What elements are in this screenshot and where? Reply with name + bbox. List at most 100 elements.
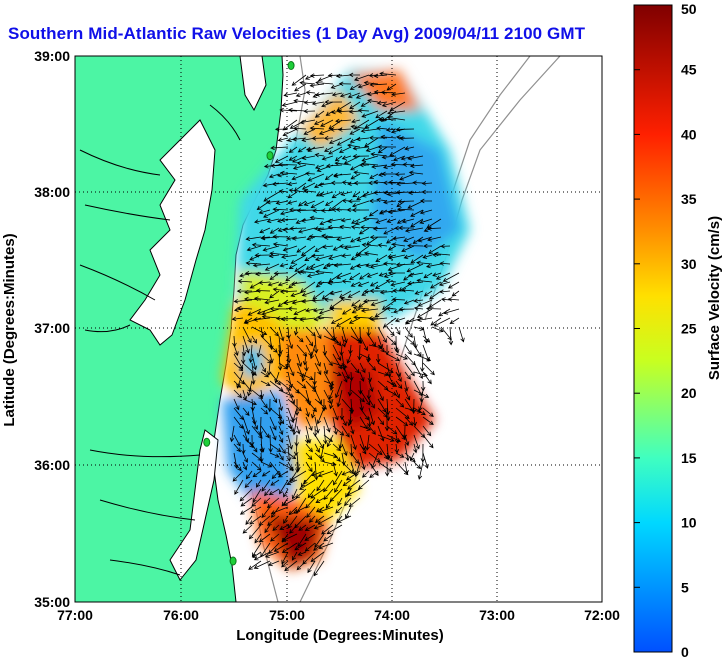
velocity-arrow	[375, 110, 388, 119]
velocity-arrow	[293, 326, 299, 336]
velocity-arrow	[404, 335, 415, 346]
velocity-arrow	[303, 108, 316, 114]
colorbar-tick-label: 5	[681, 579, 689, 595]
velocity-arrow	[404, 227, 424, 233]
velocity-arrow	[313, 335, 319, 354]
velocity-arrow	[336, 236, 352, 242]
velocity-arrow	[287, 306, 298, 311]
velocity-arrow	[352, 305, 370, 311]
velocity-arrow	[251, 542, 262, 558]
plot-frame	[74, 55, 603, 603]
velocity-arrow	[299, 479, 316, 490]
velocity-arrow	[246, 245, 262, 252]
velocity-arrow	[236, 305, 253, 311]
velocity-arrow	[349, 83, 361, 90]
velocity-arrow	[376, 126, 388, 131]
map-title: Southern Mid-Atlantic Raw Velocities (1 …	[8, 24, 586, 43]
velocity-arrow	[381, 154, 397, 160]
velocity-arrow	[254, 253, 271, 258]
velocity-arrow	[438, 308, 451, 317]
velocity-arrow	[359, 443, 367, 455]
velocity-arrow	[386, 353, 400, 361]
velocity-arrow	[262, 182, 280, 188]
velocity-arrow	[332, 416, 338, 435]
velocity-arrow	[268, 253, 280, 259]
velocity-arrow	[413, 434, 420, 450]
velocity-arrow	[332, 407, 339, 421]
velocity-arrow	[241, 344, 247, 357]
velocity-arrow	[269, 227, 280, 234]
velocity-arrow	[341, 279, 352, 284]
velocity-arrow	[403, 272, 415, 281]
velocity-arrow	[403, 236, 415, 242]
velocity-arrow	[332, 371, 342, 377]
velocity-arrow	[348, 344, 353, 355]
velocity-arrow	[387, 209, 406, 215]
velocity-arrow	[321, 524, 334, 535]
velocity-arrow	[323, 425, 328, 445]
velocity-arrow	[333, 263, 352, 268]
velocity-arrow	[350, 173, 361, 180]
velocity-arrow	[242, 524, 253, 534]
velocity-arrow	[368, 209, 379, 217]
velocity-arrow	[422, 416, 434, 425]
velocity-arrow	[296, 208, 316, 213]
velocity-arrow	[363, 80, 379, 86]
velocity-arrow	[356, 263, 370, 268]
velocity-arrow	[292, 136, 307, 142]
velocity-arrow	[301, 290, 316, 297]
velocity-arrow	[287, 398, 302, 412]
velocity-arrow	[413, 389, 430, 398]
velocity-arrow	[350, 362, 360, 374]
velocity-arrow	[375, 218, 388, 224]
velocity-arrow	[394, 171, 406, 177]
velocity-arrow	[423, 272, 433, 279]
velocity-arrow	[351, 200, 370, 208]
velocity-arrow	[255, 271, 271, 277]
velocity-arrow	[291, 173, 307, 181]
velocity-arrow	[387, 270, 406, 276]
velocity-arrow	[269, 290, 280, 299]
velocity-arrow	[315, 191, 325, 197]
velocity-arrow	[287, 515, 298, 529]
velocity-arrow	[297, 146, 307, 153]
velocity-arrow	[333, 172, 352, 178]
velocity-arrow	[277, 227, 289, 233]
velocity-arrow	[233, 434, 241, 447]
velocity-arrow	[269, 371, 281, 386]
velocity-arrow	[309, 73, 325, 78]
velocity-arrow	[296, 371, 314, 381]
velocity-arrow	[369, 288, 388, 294]
velocity-arrow	[287, 362, 295, 377]
velocity-arrow	[367, 98, 379, 104]
velocity-arrow	[377, 425, 385, 442]
velocity-arrow	[439, 289, 451, 294]
velocity-arrow	[269, 335, 274, 351]
colorbar-gradient	[633, 4, 673, 653]
velocity-arrow	[331, 191, 343, 199]
colorbar-tick-label: 25	[681, 321, 697, 337]
velocity-arrow	[294, 83, 307, 92]
velocity-arrow	[284, 560, 298, 572]
velocity-arrow	[311, 470, 325, 477]
velocity-arrow	[307, 560, 316, 574]
velocity-arrow	[255, 479, 262, 488]
velocity-arrow	[296, 335, 304, 343]
velocity-arrow	[350, 389, 365, 403]
velocity-arrow	[380, 90, 397, 95]
velocity-arrow	[422, 407, 434, 417]
velocity-arrow	[312, 308, 325, 313]
velocity-arrow	[278, 380, 292, 391]
velocity-arrow	[310, 407, 316, 419]
velocity-arrow	[277, 344, 282, 358]
velocity-arrow	[332, 452, 341, 462]
velocity-arrow	[272, 242, 289, 247]
velocity-arrow	[347, 290, 361, 298]
velocity-arrow	[335, 73, 352, 79]
velocity-arrow	[388, 180, 406, 185]
velocity-arrow	[248, 524, 262, 540]
velocity-arrow	[369, 234, 388, 240]
velocity-arrow	[242, 416, 250, 435]
velocity-arrow	[334, 380, 343, 399]
velocity-arrow	[314, 353, 321, 367]
